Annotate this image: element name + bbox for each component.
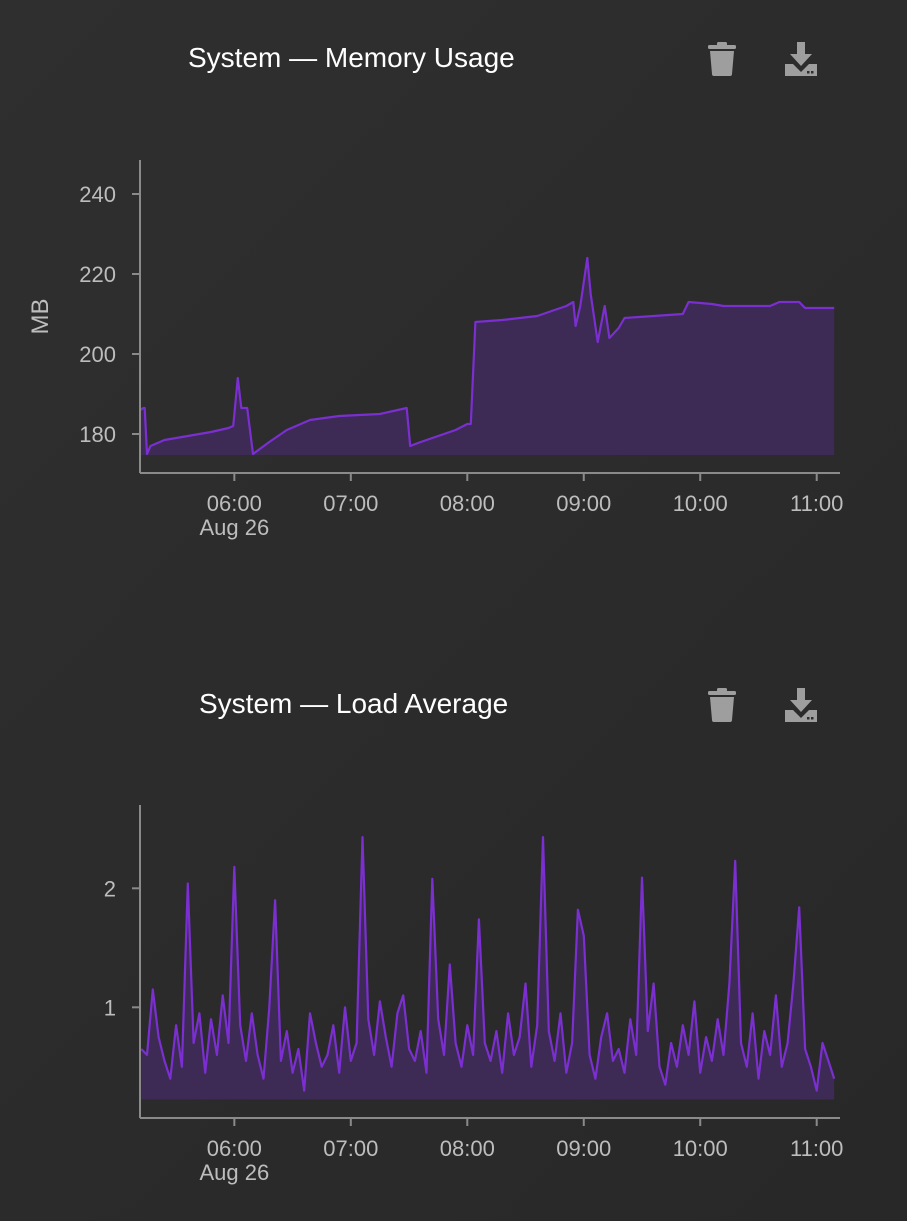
y-tick-label: 2 bbox=[104, 876, 116, 901]
download-icon[interactable] bbox=[781, 686, 821, 726]
x-tick-label: 07:00 bbox=[323, 1136, 378, 1161]
x-tick-sublabel: Aug 26 bbox=[199, 515, 269, 540]
x-tick-label: 09:00 bbox=[556, 1136, 611, 1161]
x-tick-label: 11:00 bbox=[790, 491, 843, 516]
y-tick-label: 220 bbox=[79, 262, 116, 287]
series-line bbox=[140, 836, 836, 1092]
y-tick-label: 240 bbox=[79, 182, 116, 207]
chart-title: System — Memory Usage bbox=[188, 42, 515, 73]
x-tick-label: 06:00 bbox=[207, 1136, 262, 1161]
y-tick-label: 180 bbox=[79, 422, 116, 447]
x-tick-label: 09:00 bbox=[556, 491, 611, 516]
x-tick-label: 08:00 bbox=[440, 1136, 495, 1161]
x-tick-label: 10:00 bbox=[673, 1136, 728, 1161]
memory-usage-panel: System — Memory Usage 180 200 220 240 06:00 A… bbox=[0, 0, 907, 600]
series-area bbox=[141, 837, 835, 1100]
trash-icon[interactable] bbox=[702, 686, 742, 726]
trash-icon[interactable] bbox=[702, 40, 742, 80]
series-area bbox=[140, 258, 835, 455]
load-average-panel: System — Load Average 1 2 06:00 Aug 26 07:00… bbox=[0, 600, 907, 1221]
y-axis-label: MB bbox=[27, 299, 54, 335]
x-tick-sublabel: Aug 26 bbox=[199, 1160, 269, 1185]
x-tick-label: 10:00 bbox=[673, 491, 728, 516]
y-tick-label: 200 bbox=[79, 342, 116, 367]
download-icon[interactable] bbox=[781, 40, 821, 80]
x-tick-label: 11:00 bbox=[790, 1136, 843, 1161]
x-tick-label: 07:00 bbox=[323, 491, 378, 516]
x-tick-label: 08:00 bbox=[440, 491, 495, 516]
chart-title: System — Load Average bbox=[199, 688, 509, 719]
x-tick-label: 06:00 bbox=[207, 491, 262, 516]
y-tick-label: 1 bbox=[104, 995, 116, 1020]
series-line bbox=[139, 256, 835, 456]
